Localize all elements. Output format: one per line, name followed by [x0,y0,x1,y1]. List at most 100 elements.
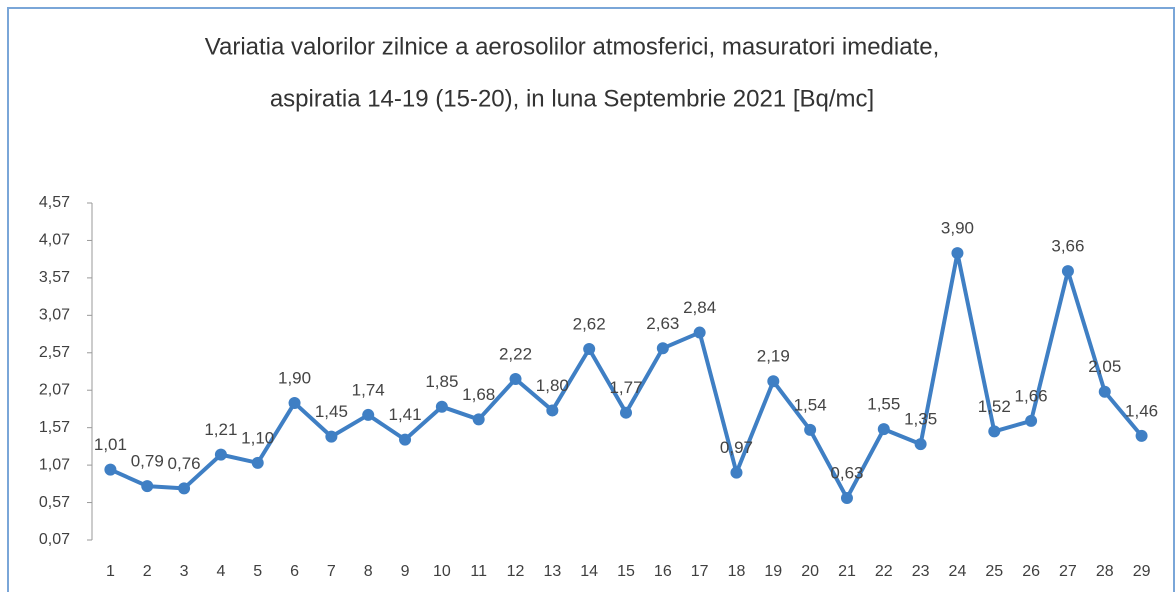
y-tick-label: 1,57 [39,419,70,436]
data-label: 1,55 [867,395,900,414]
y-tick-label: 0,57 [39,494,70,511]
marker [288,396,301,409]
data-label: 2,62 [573,315,606,334]
x-tick-label: 10 [433,563,451,580]
x-tick-label: 6 [290,563,299,580]
line [109,251,1144,501]
y-tick-label: 4,57 [39,194,70,211]
x-tick-label: 11 [470,563,487,580]
x-tick-label: 29 [1133,563,1151,580]
x-tick-label: 15 [617,563,635,580]
data-label: 1,01 [94,435,127,454]
data-label: 1,74 [352,380,385,399]
data-label: 0,76 [168,454,201,473]
y-tick-label: 3,07 [39,307,70,324]
y-tick-label: 2,57 [39,344,70,361]
data-label: 1,54 [794,395,827,414]
data-label: 1,68 [462,385,495,404]
data-label: 2,05 [1088,357,1121,376]
x-tick-label: 7 [327,563,336,580]
x-tick-label: 19 [764,563,782,580]
y-tick-label: 1,07 [39,456,70,473]
data-label: 1,35 [904,410,937,429]
x-tick-label: 25 [985,563,1003,580]
x-tick-label: 1 [106,563,115,580]
data-label: 0,79 [131,452,164,471]
marker [877,423,890,436]
data-label: 1,52 [978,397,1011,416]
x-tick-label: 28 [1096,563,1114,580]
data-label: 0,97 [720,438,753,457]
x-tick-label: 27 [1059,563,1077,580]
data-label: 1,10 [241,428,274,447]
y-tick-label: 4,07 [39,232,70,249]
marker [141,480,154,493]
data-label: 1,80 [536,376,569,395]
x-tick-label: 26 [1022,563,1040,580]
marker [399,433,412,446]
data-label: 2,63 [646,314,679,333]
x-tick-label: 2 [143,563,152,580]
marker [546,404,559,417]
x-tick-label: 17 [691,563,709,580]
marker [620,406,632,419]
chart-title: Variatia valorilor zilnice a aerosolilor… [205,33,940,60]
marker [435,400,448,413]
marker [914,438,927,451]
marker [509,372,522,385]
data-label: 1,85 [425,372,458,391]
x-tick-label: 9 [401,563,410,580]
marker [583,343,596,356]
x-tick-label: 5 [253,563,262,580]
marker [1135,429,1148,442]
y-tick-label: 2,07 [39,381,70,398]
marker [214,448,227,461]
data-label: 1,41 [388,405,421,424]
x-tick-label: 13 [543,563,561,580]
marker [1098,385,1111,398]
x-tick-label: 12 [507,563,525,580]
x-tick-label: 14 [580,563,598,580]
data-label: 1,21 [204,420,237,439]
x-tick-label: 8 [364,563,373,580]
frame [7,7,1175,592]
marker [840,492,853,505]
marker [325,430,338,443]
x-tick-label: 20 [801,563,819,580]
data-label: 2,84 [683,298,716,317]
x-tick-label: 16 [654,563,672,580]
data-label: 1,77 [609,378,642,397]
y-tick-label: 3,57 [39,269,70,286]
data-label: 1,46 [1125,401,1158,420]
y-tick-label: 0,07 [39,531,70,548]
x-tick-label: 21 [838,563,856,580]
x-tick-label: 3 [180,563,189,580]
x-tick-label: 24 [949,563,967,580]
marker [1025,414,1038,427]
data-label: 1,66 [1015,386,1048,405]
marker [730,466,743,479]
x-tick-label: 4 [216,563,225,580]
data-label: 1,90 [278,368,311,387]
data-label: 2,22 [499,344,532,363]
x-tick-label: 18 [728,563,746,580]
data-label: 0,63 [830,464,863,483]
data-label: 3,90 [941,219,974,238]
marker [104,463,117,476]
marker [251,456,264,469]
data-label: 1,45 [315,402,348,421]
marker [804,423,817,436]
marker [767,375,780,388]
x-tick-label: 22 [875,563,893,580]
chart-title: aspiratia 14-19 (15-20), in luna Septemb… [270,85,874,112]
x-tick-label: 23 [912,563,930,580]
marker [693,326,706,339]
marker [472,413,485,426]
marker [951,247,964,260]
marker [1061,265,1074,278]
marker [656,342,669,355]
marker [988,425,1001,438]
marker [362,408,375,421]
